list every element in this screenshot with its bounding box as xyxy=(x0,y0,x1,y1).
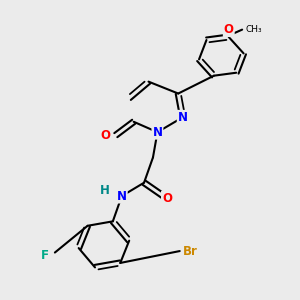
Text: O: O xyxy=(162,192,172,205)
Text: O: O xyxy=(100,129,110,142)
Text: H: H xyxy=(100,184,110,196)
Text: F: F xyxy=(41,249,49,262)
Text: N: N xyxy=(152,126,162,139)
Text: N: N xyxy=(178,111,188,124)
Text: N: N xyxy=(117,190,127,202)
Text: O: O xyxy=(224,23,234,36)
Text: Br: Br xyxy=(183,244,198,258)
Text: CH₃: CH₃ xyxy=(245,25,262,34)
